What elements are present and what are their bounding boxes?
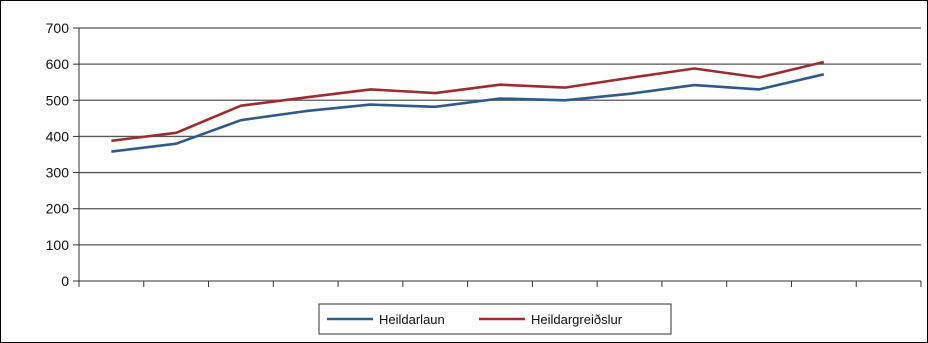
series-line-1 bbox=[111, 73, 825, 153]
x-tick-marks bbox=[78, 281, 922, 287]
y-tick-label: 400 bbox=[46, 128, 70, 144]
y-tick-label: 0 bbox=[61, 273, 69, 289]
gridlines bbox=[79, 27, 921, 246]
series-lines bbox=[111, 60, 825, 153]
axes bbox=[78, 28, 921, 282]
legend-label: Heildarlaun bbox=[379, 312, 445, 327]
y-tick-label: 600 bbox=[46, 56, 70, 72]
y-tick-label: 300 bbox=[46, 165, 70, 181]
y-tick-label: 200 bbox=[46, 201, 70, 217]
series-line-2 bbox=[111, 60, 825, 143]
y-tick-label: 500 bbox=[46, 92, 70, 108]
y-tick-label: 100 bbox=[46, 237, 70, 253]
y-tick-label: 700 bbox=[46, 20, 70, 36]
legend: Heildarlaun Heildargreiðslur bbox=[318, 303, 672, 335]
y-tick-labels: 0 100 200 300 400 500 600 700 bbox=[46, 20, 79, 289]
legend-label: Heildargreiðslur bbox=[531, 312, 623, 327]
